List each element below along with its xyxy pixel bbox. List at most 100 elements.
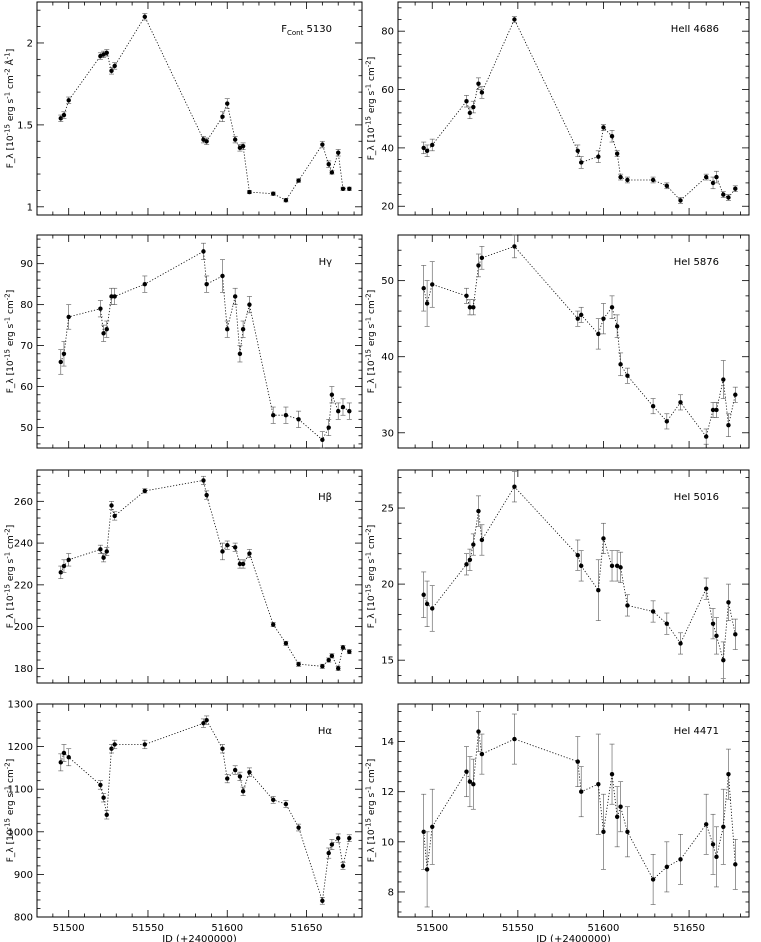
data-point [240, 789, 246, 794]
data-point [733, 392, 738, 397]
data-point [703, 586, 709, 591]
data-point [142, 742, 148, 747]
plot-frame [397, 1, 750, 216]
data-point [101, 331, 106, 336]
data-point [664, 183, 670, 189]
data-point [714, 854, 719, 860]
data-point [625, 177, 630, 183]
data-point [678, 198, 683, 203]
data-point [220, 549, 225, 554]
data-point [618, 804, 623, 809]
data-point [112, 294, 117, 299]
data-point [204, 139, 209, 144]
data-point [467, 305, 473, 310]
data-point [512, 244, 517, 249]
data-point [721, 824, 726, 829]
plot-frame [397, 469, 750, 684]
data-point [424, 148, 430, 154]
y-axis-label: F_λ [10-15 erg s-1 cm-2] [4, 290, 17, 394]
data-point [664, 419, 670, 424]
y-tick-label: 90 [20, 259, 33, 270]
panel-title: FCont 5130 [281, 24, 332, 37]
data-point [104, 549, 109, 554]
panel-7: 51500 51550 51600 51650 JD (+2400000) 800 900 1… [4, 700, 363, 942]
y-tick-label: 50 [381, 276, 394, 287]
data-point [575, 553, 580, 558]
data-point [58, 359, 63, 365]
data-point [101, 795, 106, 800]
data-point [112, 742, 117, 747]
data-point [98, 306, 103, 311]
plot-frame [36, 234, 363, 449]
y-tick-label: 1200 [8, 742, 33, 753]
data-point [58, 570, 63, 575]
data-point [733, 862, 738, 867]
data-point [726, 771, 731, 777]
panel-title: Hα [318, 726, 333, 737]
data-point [283, 198, 289, 203]
data-point [601, 536, 606, 541]
panel-1: 1 1.5 2 F_λ [10-15 erg s-1 cm-2 Å-1] FCont 5… [4, 1, 363, 216]
data-point [464, 99, 469, 104]
data-point [326, 425, 331, 430]
plot-frame [36, 469, 363, 684]
y-tick-label: 80 [20, 300, 33, 311]
y-axis-label: F_λ [10-15 erg s-1 cm-2 Å-1] [4, 49, 17, 169]
data-point [109, 503, 114, 508]
y-tick-label: 25 [381, 504, 394, 515]
data-point [703, 822, 709, 827]
data-point [61, 750, 67, 756]
data-point [204, 492, 209, 498]
data-point [320, 664, 325, 669]
data-point [61, 563, 67, 569]
data-point [575, 316, 580, 321]
y-tick-label: 180 [14, 664, 33, 675]
data-point [601, 316, 606, 321]
data-point [625, 373, 630, 378]
data-point [240, 327, 246, 332]
data-point [240, 143, 246, 149]
data-point [283, 413, 289, 418]
data-point [421, 592, 426, 597]
y-axis-label: F_λ [10-15 erg s-1 cm-2] [4, 759, 17, 863]
data-point [476, 729, 481, 734]
data-point [479, 537, 485, 543]
panel-5: 180 200 220 240 260 F_λ [10-15 erg s-1 cm-2] H… [4, 469, 363, 684]
data-point [104, 812, 109, 817]
data-point [650, 609, 656, 614]
data-point [225, 776, 230, 781]
panel-8: 51500 51550 51600 51650 JD (+2400000) 8 10 12 14… [365, 703, 750, 942]
data-point [618, 174, 623, 180]
data-point [479, 90, 485, 95]
data-point [650, 403, 656, 409]
data-point [464, 293, 469, 299]
data-point [142, 281, 148, 287]
data-point [336, 835, 341, 841]
y-tick-label: 2 [27, 38, 33, 49]
data-point [650, 877, 656, 882]
data-point [336, 150, 341, 155]
y-axis-label: F_λ [10-15 erg s-1 cm-2] [365, 57, 378, 161]
data-point [347, 649, 352, 654]
data-point [271, 413, 276, 418]
y-tick-label: 900 [14, 870, 33, 881]
data-point [579, 312, 584, 318]
data-point [247, 302, 252, 307]
data-point [596, 331, 601, 337]
data-point [296, 178, 301, 183]
data-point [471, 104, 476, 110]
data-point [464, 562, 469, 567]
data-point [232, 767, 238, 773]
data-point [710, 180, 716, 186]
data-point [625, 829, 630, 834]
y-tick-label: 800 [14, 913, 33, 924]
data-point [609, 305, 615, 310]
data-point [247, 769, 252, 775]
data-point [220, 746, 225, 751]
data-point [467, 557, 473, 562]
data-point [271, 191, 276, 196]
data-point [424, 601, 430, 607]
y-tick-label: 14 [381, 737, 394, 748]
y-axis-label: F_λ [10-15 erg s-1 cm-2] [365, 290, 378, 394]
